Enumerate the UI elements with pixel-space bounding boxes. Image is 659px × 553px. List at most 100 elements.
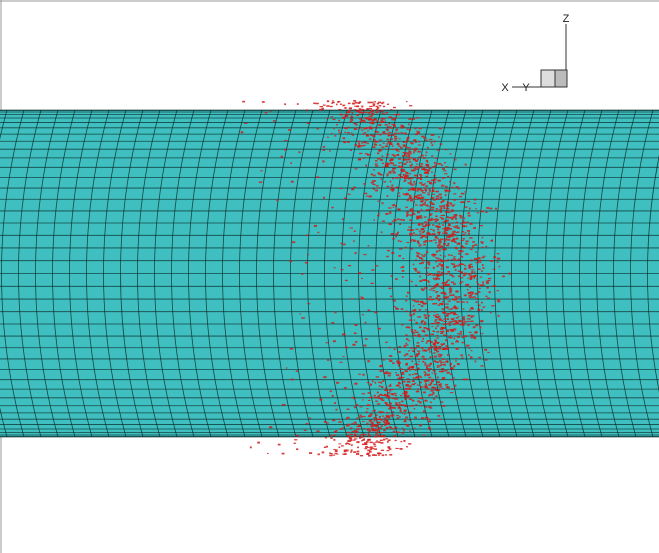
particle: [295, 434, 299, 437]
particle: [349, 107, 352, 110]
particle: [446, 330, 449, 333]
particle: [435, 316, 439, 319]
particle: [394, 135, 397, 138]
particle: [420, 405, 423, 407]
particle: [392, 167, 395, 170]
particle: [466, 320, 471, 322]
particle: [348, 443, 351, 446]
particle: [412, 309, 415, 312]
particle: [353, 406, 357, 409]
particle: [453, 265, 458, 267]
particle: [422, 337, 425, 340]
particle: [453, 323, 456, 326]
particle: [379, 394, 383, 396]
particle: [488, 277, 492, 280]
particle: [405, 101, 408, 103]
particle: [409, 314, 413, 317]
particle: [444, 220, 448, 223]
particle: [386, 395, 390, 398]
particle: [445, 386, 449, 388]
particle: [401, 270, 405, 272]
particle: [334, 452, 338, 455]
particle: [431, 287, 435, 289]
particle: [433, 347, 437, 350]
particle: [414, 174, 418, 177]
particle: [453, 258, 456, 261]
particle: [412, 380, 415, 382]
particle: [413, 167, 417, 170]
particle: [428, 167, 432, 170]
particle: [435, 395, 438, 397]
particle: [387, 395, 391, 397]
particle: [461, 256, 464, 258]
particle: [417, 131, 421, 134]
particle: [464, 232, 467, 234]
particle: [435, 291, 438, 294]
particle: [394, 394, 397, 397]
particle: [410, 366, 414, 368]
particle: [341, 218, 344, 220]
particle: [446, 205, 450, 207]
particle: [415, 117, 420, 119]
particle: [358, 108, 362, 110]
particle: [475, 262, 479, 264]
particle: [398, 145, 401, 147]
particle: [462, 378, 466, 381]
particle: [445, 244, 450, 247]
particle: [434, 320, 437, 322]
particle: [386, 427, 389, 430]
particle: [438, 348, 440, 350]
particle: [436, 366, 440, 368]
particle: [442, 284, 447, 287]
particle: [440, 362, 442, 364]
particle: [413, 334, 417, 337]
particle: [468, 264, 471, 267]
particle: [338, 101, 341, 103]
particle: [392, 203, 395, 206]
particle: [391, 145, 394, 147]
particle: [433, 140, 436, 143]
particle: [367, 399, 371, 401]
particle: [425, 342, 428, 344]
particle: [463, 335, 467, 338]
particle: [447, 224, 451, 227]
particle: [401, 427, 404, 429]
particle: [410, 329, 414, 331]
particle: [473, 271, 476, 273]
particle: [389, 355, 393, 357]
particle: [401, 126, 405, 128]
particle: [429, 138, 433, 141]
particle: [373, 394, 376, 397]
particle: [376, 428, 380, 431]
particle: [365, 127, 369, 129]
particle: [388, 134, 391, 137]
particle: [269, 426, 273, 429]
particle: [421, 258, 424, 260]
particle: [441, 388, 445, 390]
particle: [372, 183, 375, 186]
particle: [343, 243, 346, 246]
particle: [436, 341, 440, 343]
particle: [401, 400, 404, 403]
particle: [445, 207, 449, 210]
particle: [313, 102, 316, 105]
particle: [445, 266, 449, 269]
particle: [428, 284, 431, 287]
particle: [452, 204, 456, 206]
mesh-arc: [630, 109, 654, 438]
particle: [360, 129, 364, 131]
particle: [469, 291, 474, 294]
particle: [407, 189, 411, 191]
particle: [322, 104, 326, 106]
particle: [357, 145, 361, 147]
particle: [418, 309, 422, 311]
particle: [387, 133, 390, 135]
particle: [384, 120, 387, 122]
particle: [435, 157, 438, 159]
particle: [367, 360, 371, 363]
particle: [383, 438, 386, 441]
particle: [399, 223, 402, 225]
particle: [446, 201, 449, 203]
particle: [443, 227, 447, 229]
particle: [384, 419, 388, 421]
